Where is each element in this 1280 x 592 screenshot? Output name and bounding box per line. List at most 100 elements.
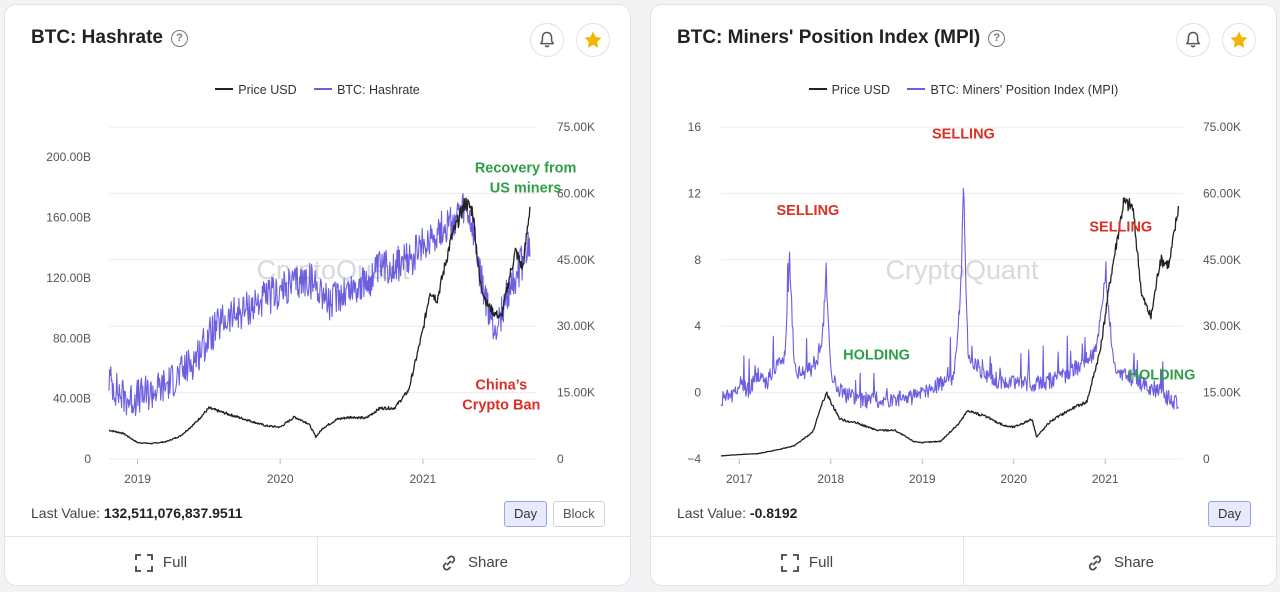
- x-tick-label: 2019: [909, 472, 936, 486]
- legend-swatch: [314, 88, 333, 90]
- share-button[interactable]: Share: [963, 537, 1276, 585]
- favorite-button[interactable]: [1222, 23, 1256, 57]
- y-left-tick-label: 4: [694, 319, 701, 333]
- y-left-tick-label: 80.00B: [53, 331, 91, 345]
- hashrate-card: BTC: Hashrate? Price USD BTC: Hashrate 0…: [4, 4, 631, 586]
- metric-series-line: [108, 192, 531, 416]
- star-icon: [584, 31, 602, 48]
- last-value-label: Last Value:: [31, 505, 101, 521]
- legend-swatch: [907, 88, 926, 90]
- y-left-tick-label: 0: [84, 452, 91, 466]
- last-value-number: 132,511,076,837.9511: [103, 505, 243, 521]
- annotation-label: HOLDING: [843, 347, 910, 363]
- last-value-label: Last Value:: [677, 505, 747, 521]
- x-tick-label: 2020: [1000, 472, 1027, 486]
- help-icon[interactable]: ?: [170, 30, 188, 47]
- annotation-line: China’s: [475, 378, 527, 394]
- help-icon[interactable]: ?: [988, 30, 1006, 47]
- y-left-tick-label: 16: [688, 120, 702, 134]
- y-right-tick-label: 15.00K: [1203, 386, 1241, 400]
- link-icon: [442, 555, 456, 570]
- annotation-line: Crypto Ban: [462, 398, 540, 414]
- y-right-tick-label: 60.00K: [1203, 186, 1241, 200]
- card-title: BTC: Hashrate?: [31, 27, 188, 49]
- y-right-tick-label: 45.00K: [557, 253, 595, 267]
- share-label: Share: [1113, 554, 1155, 571]
- annotation-label: SELLING: [776, 203, 839, 219]
- legend-item-price[interactable]: Price USD: [215, 83, 297, 97]
- y-right-tick-label: 0: [1203, 452, 1210, 466]
- y-right-tick-label: 30.00K: [557, 319, 595, 333]
- y-left-tick-label: −4: [687, 452, 701, 466]
- y-left-tick-label: 200.00B: [46, 150, 91, 164]
- annotation-line: Recovery from: [475, 160, 577, 176]
- full-label: Full: [808, 554, 834, 571]
- last-value-number: -0.8192: [749, 505, 798, 521]
- y-right-tick-label: 60.00K: [557, 186, 595, 200]
- annotation-label: China’s Crypto Ban: [462, 378, 540, 414]
- legend-label: BTC: Hashrate: [337, 83, 420, 97]
- link-icon: [1088, 555, 1102, 570]
- watermark: CryptoQuant: [885, 255, 1039, 285]
- annotation-label: SELLING: [1089, 220, 1152, 236]
- x-tick-label: 2018: [817, 472, 844, 486]
- y-right-tick-label: 15.00K: [557, 386, 595, 400]
- annotation-line: HOLDING: [1129, 367, 1196, 383]
- card-footer: Full Share: [5, 536, 630, 585]
- chart-legend: Price USD BTC: Miners' Position Index (M…: [651, 83, 1276, 97]
- y-right-tick-label: 75.00K: [1203, 120, 1241, 134]
- legend-item-mpi[interactable]: BTC: Miners' Position Index (MPI): [907, 83, 1118, 97]
- y-right-tick-label: 75.00K: [557, 120, 595, 134]
- full-label: Full: [162, 554, 188, 571]
- mpi-card: BTC: Miners' Position Index (MPI)? Price…: [650, 4, 1277, 586]
- share-button[interactable]: Share: [317, 537, 630, 585]
- y-right-tick-label: 0: [557, 452, 564, 466]
- interval-day-button[interactable]: Day: [504, 501, 548, 527]
- mpi-chart: 0 15.00K 30.00K 45.00K 60.00K 75.00K −4 0 4 8 12 16…: [687, 120, 1241, 486]
- y-right-tick-label: 45.00K: [1203, 253, 1241, 267]
- metric-series-line: [720, 187, 1179, 410]
- interval-block-button[interactable]: Block: [553, 501, 605, 527]
- last-value: Last Value: -0.8192: [677, 505, 797, 521]
- y-left-tick-label: 120.00B: [46, 271, 91, 285]
- legend-item-hashrate[interactable]: BTC: Hashrate: [314, 83, 420, 97]
- annotation-label: SELLING: [932, 127, 995, 143]
- x-tick-label: 2017: [726, 472, 753, 486]
- alert-button[interactable]: [1176, 23, 1210, 57]
- bell-icon: [540, 31, 554, 48]
- annotation-line: HOLDING: [843, 347, 910, 363]
- y-left-tick-label: 40.00B: [53, 392, 91, 406]
- y-right-tick-label: 30.00K: [1203, 319, 1241, 333]
- legend-label: BTC: Miners' Position Index (MPI): [930, 83, 1119, 97]
- fullscreen-icon: [781, 553, 799, 572]
- annotation-label: Recovery from US miners: [475, 160, 577, 196]
- star-icon: [1230, 31, 1248, 48]
- alert-button[interactable]: [530, 23, 564, 57]
- full-button[interactable]: Full: [5, 537, 317, 585]
- last-value: Last Value: 132,511,076,837.9511: [31, 505, 243, 521]
- legend-swatch: [215, 88, 234, 90]
- price-series-line: [721, 197, 1180, 457]
- y-left-tick-label: 160.00B: [46, 211, 91, 225]
- x-tick-label: 2021: [1092, 472, 1119, 486]
- card-title-text: BTC: Miners' Position Index (MPI): [677, 27, 981, 48]
- interval-day-button[interactable]: Day: [1208, 501, 1252, 527]
- favorite-button[interactable]: [576, 23, 610, 57]
- share-label: Share: [467, 554, 509, 571]
- chart-legend: Price USD BTC: Hashrate: [5, 83, 630, 97]
- bell-icon: [1186, 31, 1200, 48]
- y-left-tick-label: 0: [694, 386, 701, 400]
- annotation-line: SELLING: [932, 127, 995, 143]
- annotation-label: HOLDING: [1129, 367, 1196, 383]
- legend-label: Price USD: [238, 83, 297, 97]
- hashrate-chart: 0 15.00K 30.00K 45.00K 60.00K 75.00K 0 40.00B 80…: [46, 120, 595, 486]
- y-left-tick-label: 12: [688, 186, 702, 200]
- annotation-line: US miners: [490, 180, 562, 196]
- legend-item-price[interactable]: Price USD: [808, 83, 890, 97]
- annotation-line: SELLING: [1089, 220, 1152, 236]
- full-button[interactable]: Full: [651, 537, 963, 585]
- x-tick-label: 2021: [410, 472, 437, 486]
- annotation-line: SELLING: [776, 203, 839, 219]
- card-footer: Full Share: [651, 536, 1276, 585]
- legend-swatch: [808, 88, 827, 90]
